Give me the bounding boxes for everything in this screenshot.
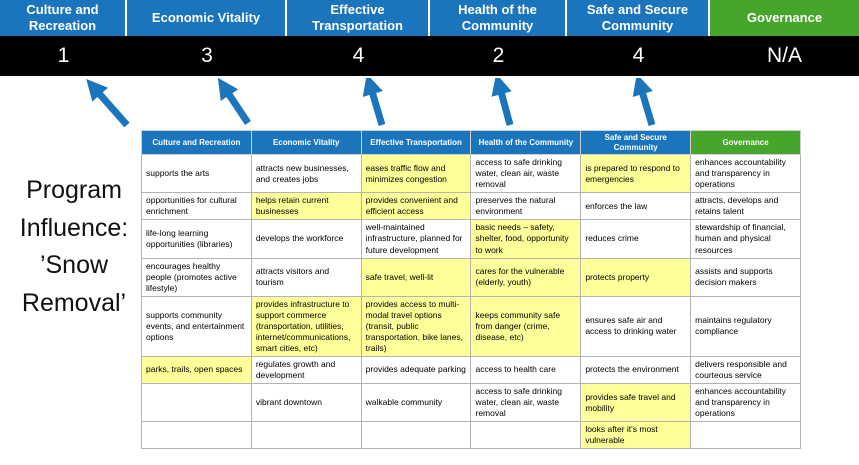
matrix-cell: ensures safe air and access to drinking … <box>580 295 692 357</box>
matrix-cell: provides infrastructure to support comme… <box>250 295 362 357</box>
matrix-row: life-long learning opportunities (librar… <box>141 219 801 259</box>
pillar-header-economic-vitality: Economic Vitality <box>127 0 287 36</box>
score-effective-transportation: 4 <box>352 44 365 67</box>
matrix-cell: enforces the law <box>580 192 692 221</box>
matrix-cell: enhances accountability and transparency… <box>690 154 801 194</box>
matrix-header-effective-transportation: Effective Transportation <box>360 129 472 156</box>
matrix-header-row: Culture and Recreation Economic Vitality… <box>141 129 801 156</box>
pillar-header-culture-and-recreation: Culture and Recreation <box>0 0 127 36</box>
arrow-up-icon <box>491 78 514 126</box>
arrow-up-icon <box>362 78 386 126</box>
matrix-cell: opportunities for cultural enrichment <box>141 192 252 221</box>
matrix-header-governance: Governance <box>690 129 801 156</box>
matrix-cell: provides access to multi-modal travel op… <box>360 295 472 357</box>
pillar-header-health-of-the-community: Health of the Community <box>430 0 567 36</box>
matrix-cell <box>690 421 801 450</box>
matrix-cell: well-maintained infrastructure, planned … <box>360 219 472 259</box>
matrix-cell: regulates growth and development <box>250 355 362 385</box>
score-safe-and-secure-community: 4 <box>632 44 645 67</box>
matrix-cell: basic needs – safety, shelter, food, opp… <box>470 219 582 259</box>
score-band: 1 3 4 2 4 N/A <box>0 36 859 76</box>
matrix-cell: encourages healthy people (promotes acti… <box>141 257 252 297</box>
score-economic-vitality: 3 <box>201 44 213 67</box>
up-arrows <box>86 78 656 128</box>
matrix-cell: attracts new businesses, and creates job… <box>250 154 362 194</box>
matrix-cell: helps retain current businesses <box>250 192 362 221</box>
matrix-cell: access to safe drinking water, clean air… <box>470 383 582 423</box>
matrix-cell: attracts visitors and tourism <box>250 257 362 297</box>
matrix-cell: provides adequate parking <box>360 355 472 385</box>
matrix-cell <box>141 383 252 423</box>
matrix-cell <box>360 421 472 450</box>
influence-matrix-table: Culture and Recreation Economic Vitality… <box>141 129 801 450</box>
matrix-cell: vibrant downtown <box>250 383 362 423</box>
matrix-row: supports the arts attracts new businesse… <box>141 154 801 194</box>
score-health-of-the-community: 2 <box>492 44 505 67</box>
matrix-cell <box>141 421 252 450</box>
matrix-cell: reduces crime <box>580 219 692 259</box>
matrix-header-culture-and-recreation: Culture and Recreation <box>141 129 252 156</box>
program-influence-label: Program Influence: ’Snow Removal’ <box>19 176 129 317</box>
matrix-cell: parks, trails, open spaces <box>141 355 252 385</box>
matrix-cell: eases traffic flow and minimizes congest… <box>360 154 472 194</box>
matrix-cell: assists and supports decision makers <box>690 257 801 297</box>
matrix-cell: access to health care <box>470 355 582 385</box>
matrix-cell: protects property <box>580 257 692 297</box>
matrix-cell: attracts, develops and retains talent <box>690 192 801 221</box>
matrix-cell: maintains regulatory compliance <box>690 295 801 357</box>
matrix-cell: provides safe travel and mobility <box>580 383 692 423</box>
matrix-row: looks after it's most vulnerable <box>141 421 801 450</box>
matrix-cell: stewardship of financial, human and phys… <box>690 219 801 259</box>
matrix-cell: is prepared to respond to emergencies <box>580 154 692 194</box>
matrix-cell <box>470 421 582 450</box>
matrix-cell: cares for the vulnerable (elderly, youth… <box>470 257 582 297</box>
matrix-cell: delivers responsible and courteous servi… <box>690 355 801 385</box>
matrix-cell: preserves the natural environment <box>470 192 582 221</box>
arrow-up-icon <box>632 78 656 126</box>
matrix-cell: supports the arts <box>141 154 252 194</box>
matrix-cell: keeps community safe from danger (crime,… <box>470 295 582 357</box>
pillar-header-effective-transportation: Effective Transportation <box>287 0 430 36</box>
matrix-cell: life-long learning opportunities (librar… <box>141 219 252 259</box>
pillar-header-band: Culture and Recreation Economic Vitality… <box>0 0 859 36</box>
matrix-cell: provides convenient and efficient access <box>360 192 472 221</box>
matrix-row: vibrant downtown walkable community acce… <box>141 383 801 423</box>
score-culture-and-recreation: 1 <box>57 44 70 67</box>
score-governance: N/A <box>766 44 802 67</box>
matrix-header-safe-and-secure-community: Safe and Secure Community <box>580 129 692 156</box>
matrix-header-economic-vitality: Economic Vitality <box>250 129 362 156</box>
matrix-cell: walkable community <box>360 383 472 423</box>
matrix-cell: looks after it's most vulnerable <box>580 421 692 450</box>
matrix-cell: enhances accountability and transparency… <box>690 383 801 423</box>
matrix-cell: safe travel, well-lit <box>360 257 472 297</box>
matrix-row: opportunities for cultural enrichment he… <box>141 192 801 221</box>
matrix-row: parks, trails, open spaces regulates gro… <box>141 355 801 385</box>
arrow-up-icon <box>217 78 251 125</box>
matrix-header-health-of-the-community: Health of the Community <box>470 129 582 156</box>
matrix-cell: develops the workforce <box>250 219 362 259</box>
matrix-row: supports community events, and entertain… <box>141 295 801 357</box>
pillar-header-governance: Governance <box>710 0 859 36</box>
pillar-header-safe-and-secure-community: Safe and Secure Community <box>567 0 710 36</box>
matrix-cell: access to safe drinking water, clean air… <box>470 154 582 194</box>
arrow-up-icon <box>86 78 130 128</box>
matrix-cell: protects the environment <box>580 355 692 385</box>
matrix-cell: supports community events, and entertain… <box>141 295 252 357</box>
matrix-row: encourages healthy people (promotes acti… <box>141 257 801 297</box>
matrix-cell <box>250 421 362 450</box>
